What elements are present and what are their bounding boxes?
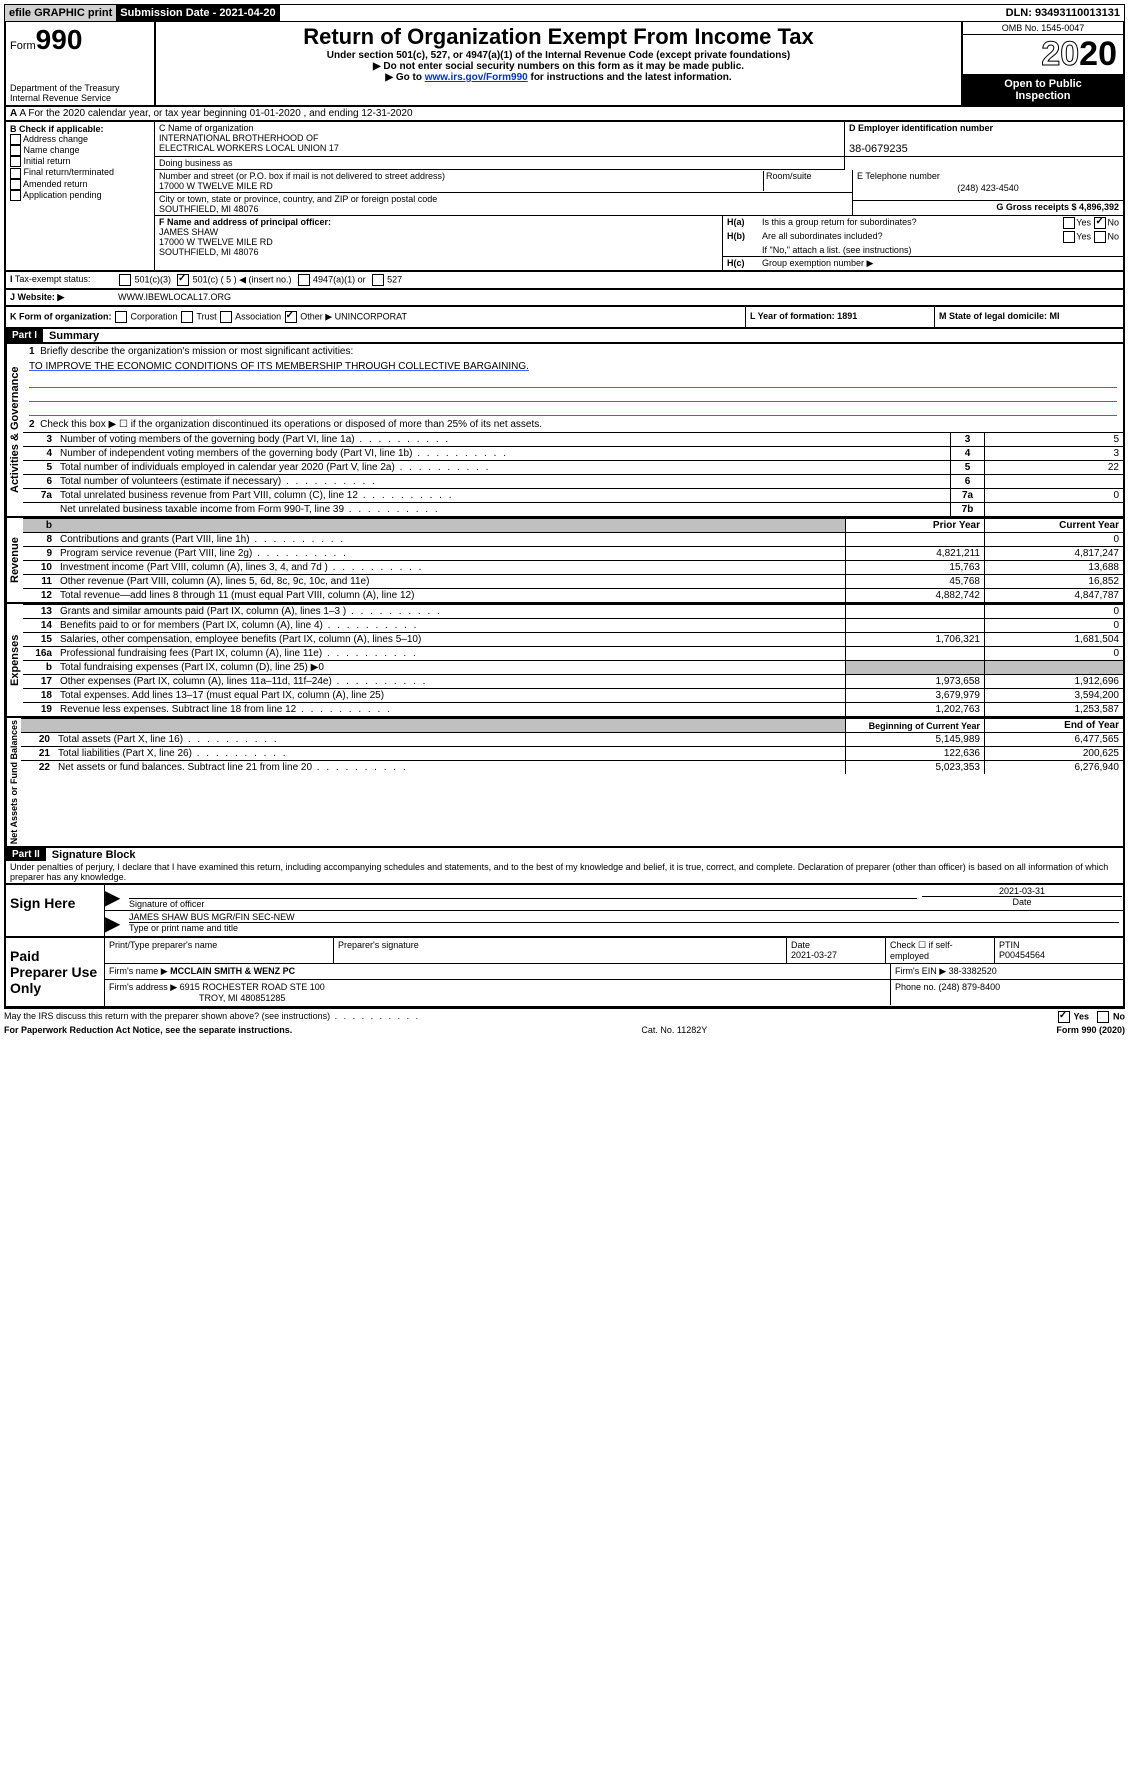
arrow-icon: ▶ [105,911,125,936]
side-label-expenses: Expenses [6,604,23,716]
box-b: B Check if applicable: Address change Na… [6,122,155,270]
submission-date: Submission Date - 2021-04-20 [116,5,279,21]
group-return: H(a)Is this a group return for subordina… [723,216,1123,270]
part2-header: Part IISignature Block Under penalties o… [4,848,1125,885]
row-a: A A For the 2020 calendar year, or tax y… [4,107,1125,122]
discuss-row: May the IRS discuss this return with the… [4,1008,1125,1025]
phone-receipts: E Telephone number (248) 423-4540 G Gros… [853,170,1123,215]
form-org-row: K Form of organization: Corporation Trus… [4,307,1125,329]
dba-cell: Doing business as [155,157,845,170]
dept-label: Department of the Treasury [10,83,150,93]
tax-exempt-row: I Tax-exempt status: 501(c)(3) 501(c) ( … [4,272,1125,290]
main-info-block: B Check if applicable: Address change Na… [4,122,1125,272]
net-assets-table: Beginning of Current YearEnd of Year 20T… [21,718,1123,774]
form-subtitle-1: Under section 501(c), 527, or 4947(a)(1)… [164,50,953,61]
expenses-table: 13Grants and similar amounts paid (Part … [23,604,1123,716]
part1-header: Part ISummary [4,329,1125,344]
form-header: Form990 Department of the Treasury Inter… [4,22,1125,107]
website-row: J Website: ▶ WWW.IBEWLOCAL17.ORG [4,290,1125,307]
side-label-net: Net Assets or Fund Balances [6,718,21,846]
arrow-icon: ▶ [105,885,125,910]
revenue-section: Revenue bPrior YearCurrent Year 8Contrib… [4,518,1125,604]
form-title: Return of Organization Exempt From Incom… [164,24,953,50]
top-bar: efile GRAPHIC print Submission Date - 20… [4,4,1125,22]
open-to-public: Open to PublicInspection [963,75,1123,105]
org-name-cell: C Name of organization INTERNATIONAL BRO… [155,122,845,157]
form-subtitle-3: ▶ Go to www.irs.gov/Form990 for instruct… [164,72,953,83]
form-subtitle-2: ▶ Do not enter social security numbers o… [164,61,953,72]
officer-cell: F Name and address of principal officer:… [155,216,723,270]
form990-link[interactable]: www.irs.gov/Form990 [425,72,528,83]
ein-cell: D Employer identification number 38-0679… [845,122,1123,157]
sign-block: Sign Here ▶ Signature of officer 2021-03… [4,885,1125,938]
expenses-section: Expenses 13Grants and similar amounts pa… [4,604,1125,718]
sign-here-label: Sign Here [6,885,104,936]
tax-year: 2020 [963,35,1123,75]
side-label-activities: Activities & Governance [6,344,23,516]
efile-label[interactable]: efile GRAPHIC print [5,5,116,21]
form-number: Form990 [10,24,150,56]
revenue-table: bPrior YearCurrent Year 8Contributions a… [23,518,1123,602]
paid-preparer-block: Paid Preparer Use Only Print/Type prepar… [4,938,1125,1008]
irs-label: Internal Revenue Service [10,93,150,103]
paid-preparer-label: Paid Preparer Use Only [6,938,104,1006]
city-line: City or town, state or province, country… [155,193,852,215]
governance-table: 3Number of voting members of the governi… [23,432,1123,516]
part1-body: Activities & Governance 1 Briefly descri… [4,344,1125,518]
net-assets-section: Net Assets or Fund Balances Beginning of… [4,718,1125,848]
address-line: Number and street (or P.O. box if mail i… [155,170,852,193]
omb-number: OMB No. 1545-0047 [963,22,1123,35]
side-label-revenue: Revenue [6,518,23,602]
dln: DLN: 93493110013131 [1002,5,1124,21]
footer-row: For Paperwork Reduction Act Notice, see … [4,1025,1125,1035]
